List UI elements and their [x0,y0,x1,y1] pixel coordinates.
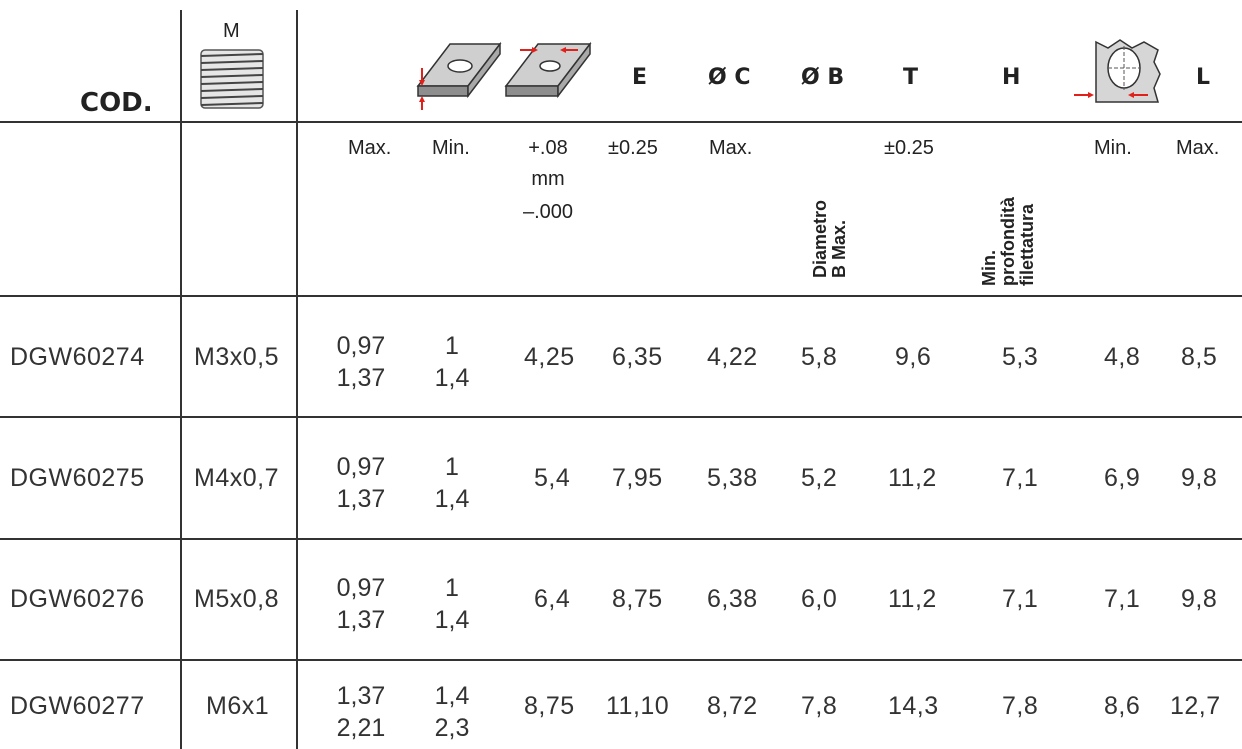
table-cell-t: 11,2 [888,585,937,613]
header-t: T [903,65,919,90]
subheader-e-tol: ±0.25 [608,137,658,159]
plate-hole-icon [504,41,592,99]
table-cell-ob: 5,8 [801,343,838,371]
table-cell-e: 6,35 [612,343,663,371]
subheader-tol-plus: +.08 [528,137,568,159]
table-cell-cod: DGW60276 [10,585,145,613]
column-divider [296,10,298,749]
table-cell-t: 14,3 [888,692,939,720]
row-divider [0,416,1242,418]
table-cell-tol: 5,4 [534,464,571,492]
header-h: H [1002,65,1021,90]
table-cell-l-min: 7,1 [1104,585,1141,613]
table-cell-m: M4x0,7 [194,464,279,492]
subheader-tol-minus: –.000 [522,201,574,223]
table-cell-m: M5x0,8 [194,585,279,613]
table-cell-max: 0,97 1,37 [336,332,386,392]
header-l: L [1196,65,1211,90]
subheader-min: Min. [432,137,470,159]
table-cell-m: M6x1 [206,692,270,720]
table-cell-max: 0,97 1,37 [336,574,386,634]
table-cell-ob: 5,2 [801,464,838,492]
thread-icon [200,49,264,109]
header-e: E [632,65,648,90]
subheader-oc-max: Max. [709,137,753,159]
table-cell-l-max: 12,7 [1170,692,1221,720]
table-cell-l-min: 8,6 [1104,692,1141,720]
subheader-l-max: Max. [1176,137,1220,159]
table-cell-min: 1 1,4 [434,453,470,513]
table-cell-cod: DGW60275 [10,464,145,492]
table-cell-h: 7,1 [1002,585,1039,613]
header-oc: Ø C [708,65,751,90]
table-cell-t: 11,2 [888,464,937,492]
header-ob: Ø B [801,65,845,90]
table-cell-e: 11,10 [606,692,670,720]
table-cell-e: 8,75 [612,585,663,613]
table-cell-l-max: 9,8 [1181,585,1218,613]
subheader-tol-unit: mm [531,168,565,190]
table-cell-t: 9,6 [895,343,932,371]
table-cell-l-max: 9,8 [1181,464,1218,492]
table-cell-max: 0,97 1,37 [336,453,386,513]
column-divider [180,10,182,749]
table-cell-h: 7,8 [1002,692,1039,720]
subheader-ob-label: Diametro B Max. [810,199,849,278]
table-cell-oc: 8,72 [707,692,758,720]
table-cell-m: M3x0,5 [194,343,279,371]
table-cell-l-max: 8,5 [1181,343,1218,371]
table-cell-min: 1 1,4 [434,332,470,392]
table-cell-min: 1 1,4 [434,574,470,634]
subheader-max: Max. [348,137,392,159]
table-cell-h: 5,3 [1002,343,1039,371]
table-cell-cod: DGW60274 [10,343,145,371]
table-cell-tol: 4,25 [524,343,575,371]
table-cell-l-min: 4,8 [1104,343,1141,371]
table-cell-e: 7,95 [612,464,663,492]
subheader-t-tol: ±0.25 [884,137,934,159]
table-cell-oc: 4,22 [707,343,758,371]
table-cell-l-min: 6,9 [1104,464,1141,492]
table-cell-tol: 6,4 [534,585,571,613]
subheader-h-label: Min. profondità filettatura [979,197,1037,286]
plate-thickness-icon [416,41,502,110]
row-divider [0,121,1242,123]
table-cell-h: 7,1 [1002,464,1039,492]
table-cell-cod: DGW60277 [10,692,145,720]
header-m: M [223,20,240,42]
table-cell-tol: 8,75 [524,692,575,720]
subheader-l-min: Min. [1094,137,1132,159]
table-cell-oc: 6,38 [707,585,758,613]
header-cod: COD. [80,88,153,118]
row-divider [0,295,1242,297]
table-cell-ob: 6,0 [801,585,838,613]
hole-section-icon [1074,39,1161,103]
table-cell-max: 1,37 2,21 [336,682,386,742]
row-divider [0,538,1242,540]
table-cell-oc: 5,38 [707,464,758,492]
table-cell-min: 1,4 2,3 [434,682,470,742]
table-cell-ob: 7,8 [801,692,838,720]
row-divider [0,659,1242,661]
